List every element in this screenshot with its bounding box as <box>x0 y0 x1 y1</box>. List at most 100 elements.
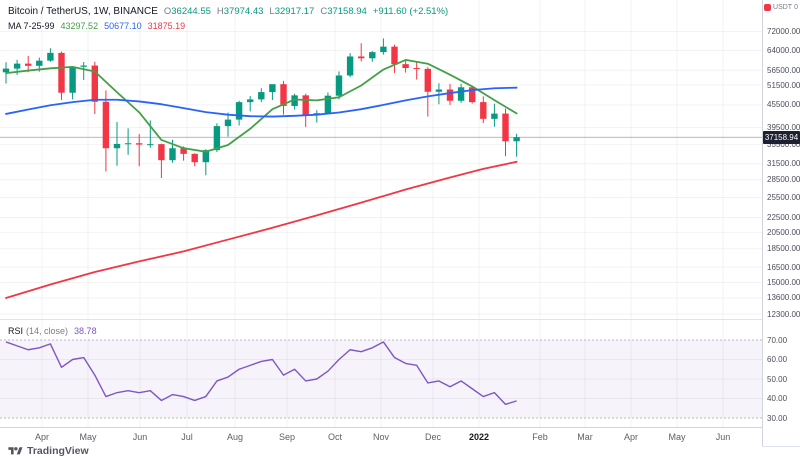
rsi-name: RSI <box>8 326 24 336</box>
candle-body <box>502 113 509 142</box>
candle-body <box>435 89 443 92</box>
ohlc-low-value: 32917.17 <box>274 6 315 17</box>
ma99-value: 31875.19 <box>147 21 186 31</box>
candle-body <box>213 126 221 151</box>
candle-body <box>235 102 243 120</box>
rsi-params: (14, close) <box>26 326 69 336</box>
currency-count: 0 <box>794 4 798 11</box>
ma-legend[interactable]: MA 7-25-99 43297.52 50677.10 31875.19 <box>8 21 185 31</box>
last-price-badge: 37158.94 <box>763 130 800 144</box>
candle-body <box>180 148 187 154</box>
candle-body <box>513 137 520 142</box>
symbol-title[interactable]: Bitcoin / TetherUS, 1W, BINANCE <box>8 6 158 17</box>
candle-body <box>25 63 32 66</box>
axis-label: 39500.00 <box>767 123 800 132</box>
candle-body <box>13 63 21 69</box>
time-axis-label: Oct <box>327 432 343 442</box>
axis-label: 45500.00 <box>767 100 800 110</box>
tradingview-logo[interactable]: TradingView <box>8 445 89 457</box>
candle-body <box>102 101 110 149</box>
candle-body <box>58 52 65 93</box>
time-axis-label: Nov <box>372 432 390 442</box>
axis-label: 18500.00 <box>767 244 800 254</box>
candle-body <box>324 95 332 114</box>
rsi-legend[interactable]: RSI (14, close) 38.78 <box>8 326 97 336</box>
candle-body <box>36 60 43 66</box>
currency-label: USDT <box>773 4 793 11</box>
overlay-line-ma25 <box>5 86 518 118</box>
axis-label: 51500.00 <box>767 80 800 90</box>
currency-badge[interactable]: USDT 0 <box>764 4 798 11</box>
candle-body <box>302 95 309 116</box>
price-scale[interactable]: USDT 0 72000.00 64000.00 56500.00 51500.00 4… <box>762 0 800 446</box>
time-axis-label: Feb <box>532 432 548 442</box>
axis-label: 20500.00 <box>767 227 800 237</box>
time-axis-label: Jun <box>132 432 148 442</box>
candle-body <box>191 153 198 163</box>
axis-label: 13600.00 <box>767 293 800 303</box>
candle-body <box>369 52 376 59</box>
candle-body <box>269 84 276 93</box>
candle-body <box>335 75 343 96</box>
candle-body <box>258 92 265 100</box>
candle-body <box>358 56 365 59</box>
candle-body <box>380 46 387 53</box>
axis-label: 56500.00 <box>767 65 800 75</box>
ohlc-high-label: H <box>216 6 224 17</box>
axis-label: 70.00 <box>767 335 788 345</box>
candle-body <box>402 64 409 69</box>
candle-body <box>80 65 87 67</box>
candle-body <box>424 68 431 92</box>
candle-body <box>413 68 420 70</box>
axis-label: 15000.00 <box>767 277 800 287</box>
time-axis-label: Dec <box>424 432 442 442</box>
time-scale[interactable]: Apr May Jun Jul Aug Sep Oct Nov Dec 2022 Feb Mar Apr… <box>0 427 762 447</box>
axis-label: 64000.00 <box>767 45 800 55</box>
pane-divider[interactable] <box>0 319 762 320</box>
time-axis-label: May <box>79 432 97 442</box>
axis-label: 28500.00 <box>767 175 800 185</box>
tradingview-logo-icon <box>8 447 23 455</box>
candle-body <box>224 119 232 127</box>
last-price-value: 37158.94 <box>764 132 799 142</box>
candle-body <box>91 65 98 102</box>
time-axis-label: Mar <box>577 432 593 442</box>
candle-body <box>169 148 176 161</box>
candle-body <box>136 143 143 145</box>
time-axis-label: Sep <box>278 432 296 442</box>
axis-label: 30.00 <box>767 413 788 423</box>
rsi-band-fill <box>0 340 762 418</box>
candle-body <box>247 99 254 103</box>
time-axis-label: Jul <box>181 432 193 442</box>
candle-body <box>457 87 465 101</box>
tradingview-logo-text: TradingView <box>27 445 89 457</box>
rsi-line <box>5 341 517 406</box>
candle-body <box>391 46 398 65</box>
candles-layer <box>2 38 520 179</box>
ohlc-low-label: L <box>269 6 275 17</box>
ma7-value: 43297.52 <box>60 21 99 31</box>
axis-label: 25500.00 <box>767 192 800 202</box>
candle-body <box>124 143 132 145</box>
candle-body <box>491 113 498 119</box>
candle-body <box>469 87 476 103</box>
candle-body <box>158 144 165 161</box>
candle-body <box>147 144 154 146</box>
ohlc-close-label: C <box>320 6 328 17</box>
time-axis-label: May <box>668 432 686 442</box>
axis-label: 40.00 <box>767 394 788 403</box>
axis-label: 16500.00 <box>767 262 800 272</box>
ma25-value: 50677.10 <box>104 21 142 31</box>
ohlc-close-value: 37158.94 <box>327 6 367 17</box>
overlay-line-ma99 <box>5 160 518 299</box>
time-axis-label: Apr <box>34 432 50 442</box>
currency-icon <box>764 4 772 11</box>
change-value: +911.60 (+2.51%) <box>372 6 449 17</box>
chart-canvas[interactable] <box>0 0 762 460</box>
candle-body <box>480 102 487 119</box>
axis-label: 50.00 <box>767 374 788 384</box>
candle-body <box>47 52 54 61</box>
candle-body <box>113 143 121 149</box>
symbol-legend[interactable]: Bitcoin / TetherUS, 1W, BINANCE O36244.55… <box>8 6 448 17</box>
